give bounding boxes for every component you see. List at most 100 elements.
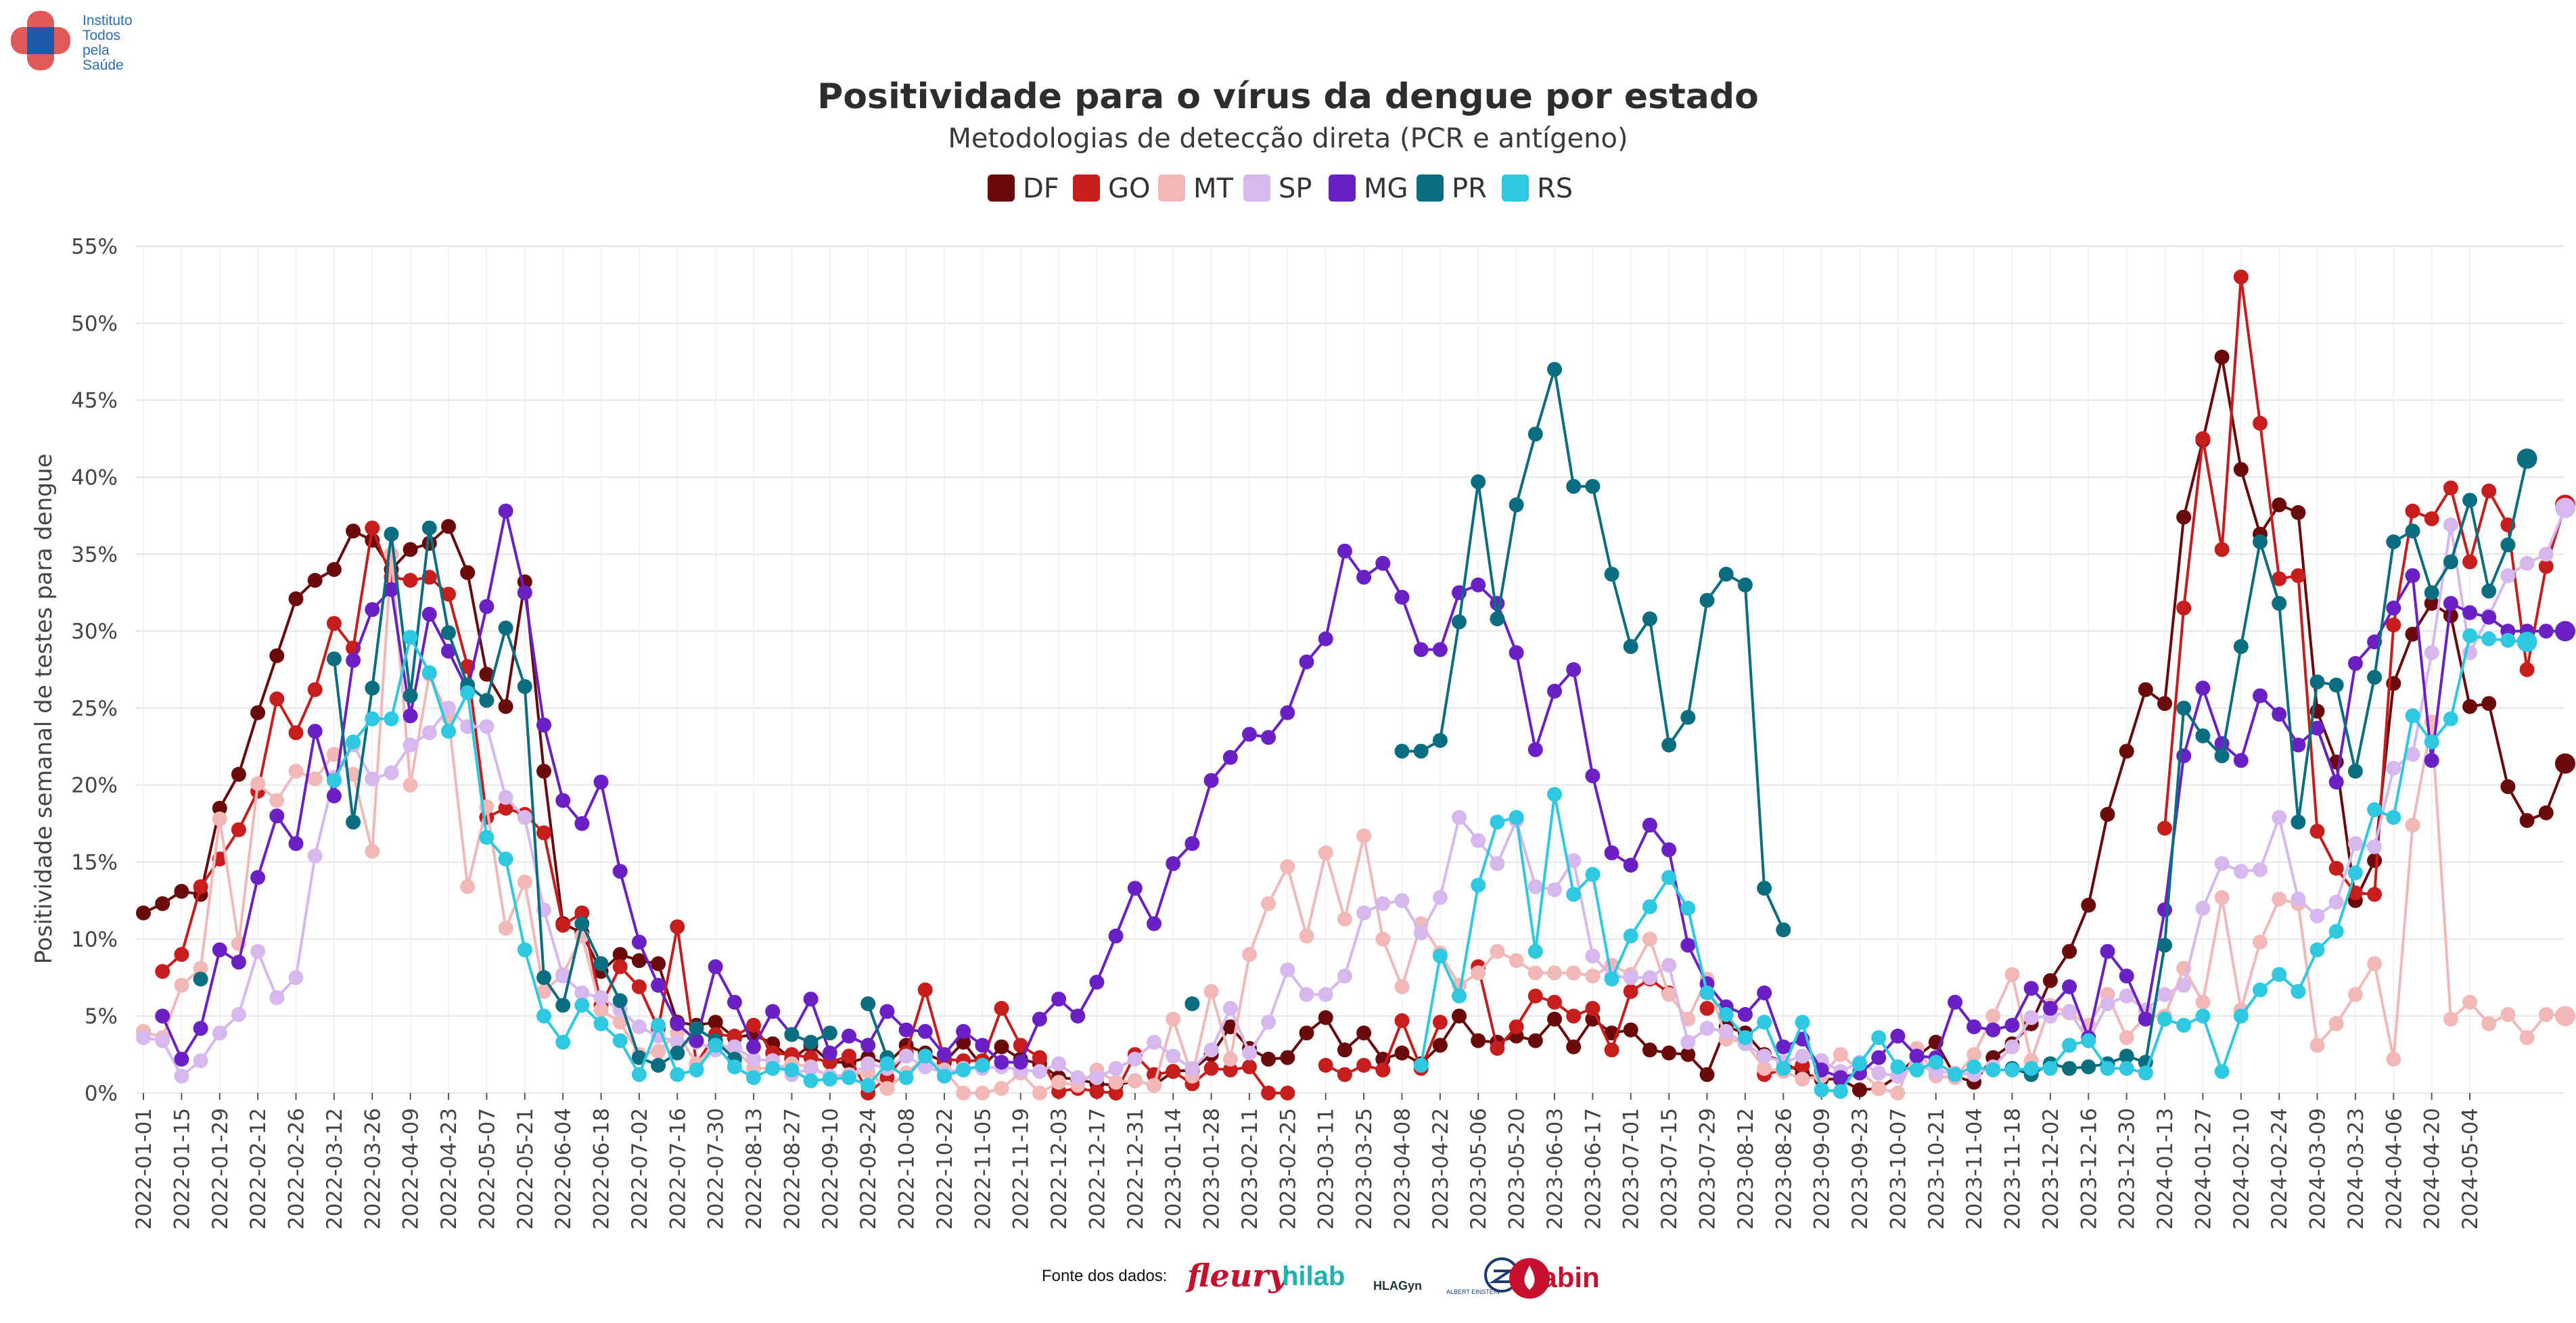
data-point [1757,985,1772,1000]
data-point [2176,1017,2192,1033]
data-point [2062,1004,2077,1019]
data-point [2405,817,2420,833]
data-point [1661,842,1677,858]
data-point [2004,1039,2020,1054]
data-point [2538,1006,2554,1022]
data-point [1833,1070,1848,1086]
data-point [765,1004,781,1019]
data-point [2195,994,2211,1010]
data-sources: Fonte dos dados: fleury hilab HLAGyn ALB… [1042,1255,1651,1302]
legend-label: DF [1023,173,1059,204]
data-point [1318,1058,1333,1073]
data-point [155,964,170,979]
data-point [956,1062,971,1077]
data-point [555,969,571,983]
data-point [1547,683,1562,699]
x-axis: 2022-01-01 2022-01-15 2022-01-29 2022-02-12… [132,1093,2483,1230]
data-point [727,1039,742,1054]
data-point [2516,448,2537,469]
data-point [2138,1065,2153,1081]
data-point [1490,596,1505,611]
data-point [803,1034,819,1050]
data-point [574,916,590,931]
data-point [2119,969,2134,983]
data-point [651,956,666,971]
x-tick-label: 2023-10-07 [1886,1108,1910,1230]
data-point [879,1056,895,1071]
data-point [1737,577,1753,593]
data-point [2386,618,2401,632]
data-point [1852,1056,1867,1071]
data-point [1222,1062,1238,1077]
data-point [346,766,361,782]
data-point [1642,1042,1657,1058]
x-tick-label: 2023-09-23 [1848,1108,1872,1230]
data-point [1089,1084,1105,1099]
legend-swatch [1329,175,1356,202]
data-point [2555,621,2575,642]
x-tick-label: 2022-04-23 [437,1108,461,1230]
data-point [1623,983,1638,999]
x-tick-label: 2022-10-22 [933,1108,957,1230]
data-point [1490,611,1505,626]
data-point [498,800,513,816]
data-point [1108,928,1124,944]
data-point [1299,1025,1314,1041]
data-point [2004,1062,2020,1077]
x-tick-label: 2024-04-06 [2382,1108,2406,1230]
x-tick-label: 2022-08-27 [780,1108,804,1230]
legend-item-go: GO [1073,173,1150,204]
x-tick-label: 2024-04-20 [2420,1108,2445,1230]
y-tick-label: 55% [71,235,118,259]
data-point [1642,899,1657,914]
data-point [2405,524,2420,539]
y-tick-label: 30% [71,620,118,644]
data-point [1527,879,1543,894]
x-tick-label: 2022-01-15 [170,1108,194,1230]
data-point [174,947,189,962]
data-point [288,970,304,985]
data-point [2272,497,2287,513]
data-point [2157,1011,2172,1027]
data-point [1985,1062,2001,1077]
series-df [136,349,2575,1098]
chart-subtitle: Metodologias de detecção direta (PCR e a… [948,123,1628,154]
data-point [842,1070,856,1086]
data-point [670,1034,685,1050]
data-point [2195,728,2211,743]
data-point [1184,1061,1200,1076]
data-point [1280,859,1295,875]
data-point [917,1023,933,1039]
y-axis: 0% 5% 10% 15% 20% 25% 30% 35% 40% 45% 50% 55% [71,235,118,1106]
x-tick-label: 2024-01-13 [2153,1108,2178,1230]
y-tick-label: 35% [71,542,118,567]
data-point [879,1004,895,1019]
x-tick-label: 2023-03-25 [1352,1108,1377,1230]
data-point [1661,958,1677,973]
data-point [2405,503,2420,519]
data-point [2253,688,2268,703]
data-point [1699,1067,1715,1082]
y-tick-label: 40% [71,465,118,490]
data-point [1394,590,1410,605]
data-point [1280,1086,1295,1100]
data-point [1699,593,1715,608]
data-point [2367,853,2383,868]
data-point [1127,1073,1143,1088]
x-tick-label: 2023-11-04 [1962,1108,1987,1230]
data-point [2519,555,2535,571]
data-point [2157,902,2172,918]
data-point [307,682,323,697]
data-point [2042,1000,2058,1016]
data-point [1585,948,1601,964]
x-tick-label: 2022-10-08 [895,1108,919,1230]
data-point [2424,511,2439,526]
data-point [1337,1042,1352,1058]
data-point [2176,977,2192,993]
data-point [1394,1045,1410,1061]
data-point [384,526,399,542]
data-point [822,1025,837,1041]
data-point [2367,887,2383,902]
data-point [2119,988,2134,1004]
data-point [1871,1030,1887,1046]
